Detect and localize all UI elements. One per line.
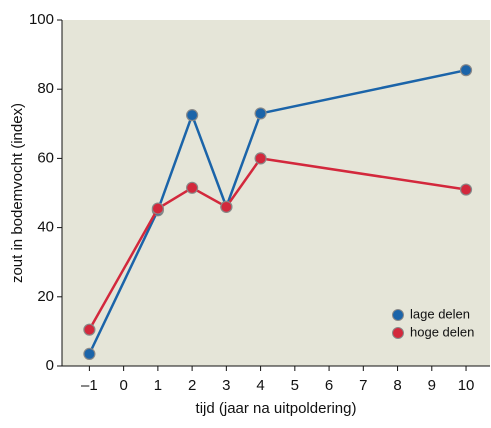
data-point — [254, 107, 267, 120]
x-tick-label: 10 — [458, 377, 475, 394]
y-axis-label: zout in bodemvocht (index) — [9, 103, 26, 283]
x-tick-label: 8 — [393, 377, 401, 394]
data-point — [83, 323, 96, 336]
x-tick-label: 4 — [256, 377, 264, 394]
legend-marker — [392, 309, 404, 321]
x-tick-label: 0 — [119, 377, 127, 394]
data-point — [186, 181, 199, 194]
data-point — [220, 200, 233, 213]
y-tick-label: 60 — [37, 149, 54, 166]
x-tick-label: 5 — [291, 377, 299, 394]
x-tick-label: 1 — [154, 377, 162, 394]
x-tick-label: 2 — [188, 377, 196, 394]
y-tick-label: 80 — [37, 80, 54, 97]
data-point — [254, 152, 267, 165]
legend-label: hoge delen — [410, 324, 474, 339]
x-tick-label: 7 — [359, 377, 367, 394]
data-point — [186, 109, 199, 122]
x-tick-label: 9 — [428, 377, 436, 394]
y-tick-label: 100 — [29, 11, 54, 28]
data-point — [459, 64, 473, 77]
data-point — [459, 183, 473, 196]
data-point — [83, 347, 96, 360]
series-line — [88, 68, 467, 355]
plot-area — [62, 20, 490, 366]
y-tick-label: 40 — [37, 219, 54, 236]
data-point — [151, 202, 164, 215]
x-tick-label: 3 — [222, 377, 230, 394]
x-axis-label: tijd (jaar na uitpoldering) — [196, 400, 357, 417]
x-tick-label: –1 — [81, 377, 98, 394]
y-tick-label: 0 — [46, 357, 54, 374]
legend-marker — [392, 327, 404, 339]
y-tick-label: 20 — [37, 288, 54, 305]
legend-label: lage delen — [410, 306, 470, 321]
x-tick-label: 6 — [325, 377, 333, 394]
series-line — [88, 157, 467, 331]
